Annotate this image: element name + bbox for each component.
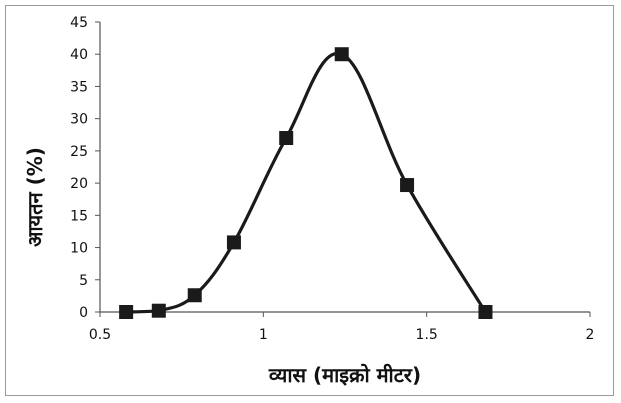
x-tick-label: 1.5 <box>416 327 438 343</box>
y-tick-label: 25 <box>70 144 88 160</box>
x-tick-label: 0.5 <box>89 327 111 343</box>
data-point-marker <box>226 235 241 250</box>
x-tick-labels: 0.5 1 1.5 2 <box>89 327 595 343</box>
series-line <box>124 51 488 314</box>
data-point-marker <box>400 178 415 193</box>
x-tick-label: 1 <box>259 327 268 343</box>
data-point-marker <box>478 305 493 319</box>
y-tick-label: 0 <box>79 305 88 321</box>
data-points <box>119 47 493 319</box>
axes <box>95 21 591 317</box>
data-point-marker <box>151 303 166 318</box>
y-tick-label: 40 <box>70 47 88 63</box>
y-tick-labels: 0 5 10 15 20 25 30 35 40 45 <box>70 15 88 321</box>
y-tick-label: 10 <box>70 241 88 257</box>
series-curve <box>124 51 488 314</box>
y-tick-label: 35 <box>70 79 88 95</box>
data-point-marker <box>119 305 134 319</box>
x-tick-label: 2 <box>586 327 595 343</box>
chart-frame <box>5 5 614 396</box>
data-point-marker <box>279 131 294 145</box>
y-axis-title: आयतन (%) <box>23 147 47 247</box>
data-point-marker <box>334 47 349 62</box>
y-tick-label: 20 <box>70 176 88 192</box>
y-tick-label: 30 <box>70 112 88 128</box>
y-tick-label: 15 <box>70 208 88 224</box>
data-point-marker <box>187 288 202 303</box>
x-axis-title: व्यास (माइक्रो मीटर) <box>268 363 421 387</box>
y-tick-label: 5 <box>79 273 88 289</box>
y-tick-label: 45 <box>70 15 88 31</box>
